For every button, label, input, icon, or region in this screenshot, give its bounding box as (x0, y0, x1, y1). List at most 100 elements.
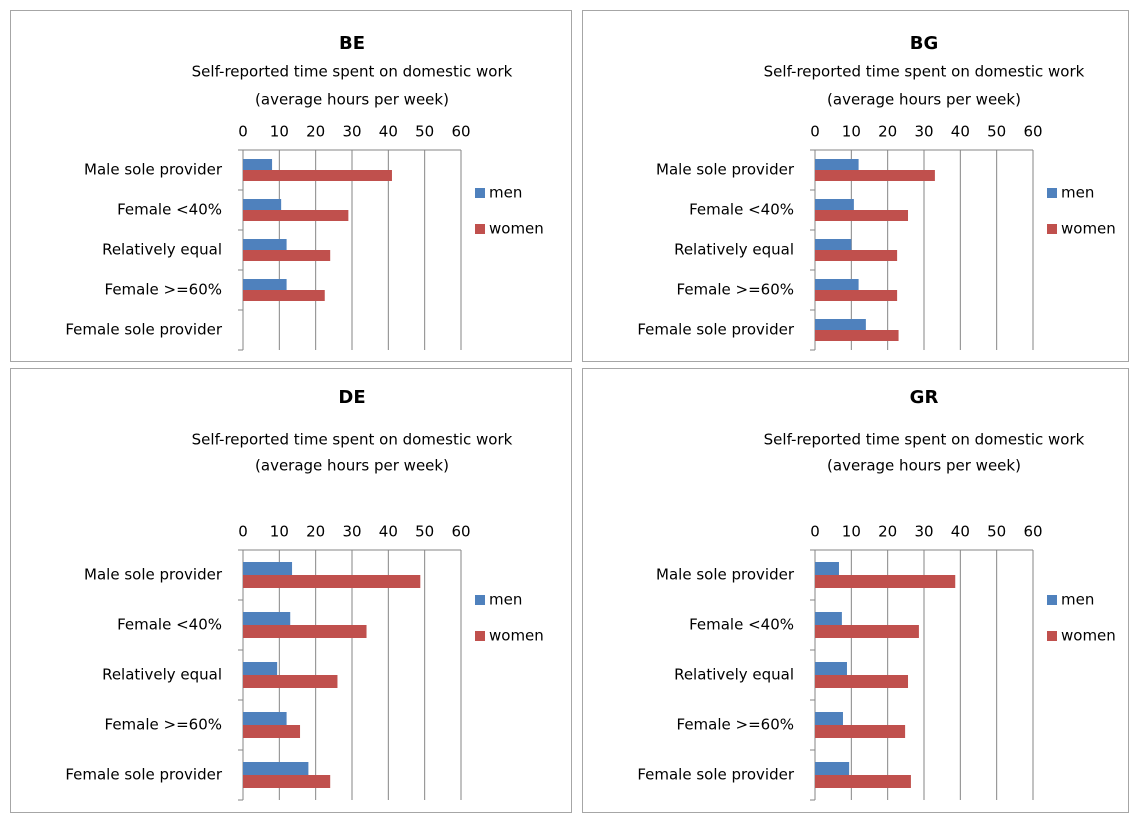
bar (815, 279, 859, 290)
y-tick-label: Relatively equal (102, 666, 222, 684)
x-tick-label: 40 (951, 123, 970, 141)
bar (243, 279, 287, 290)
x-tick-label: 50 (987, 123, 1006, 141)
bar (815, 712, 843, 725)
bar (243, 775, 331, 788)
bar (243, 612, 291, 625)
y-tick-label: Male sole provider (656, 566, 795, 584)
y-tick-label: Female <40% (117, 616, 222, 634)
panel-border (582, 368, 1129, 813)
legend-swatch (1047, 631, 1057, 641)
chart-subtitle: (average hours per week) (255, 457, 449, 475)
bar (815, 625, 919, 638)
legend-swatch (475, 631, 485, 641)
x-tick-label: 30 (914, 523, 933, 541)
x-tick-label: 40 (379, 523, 398, 541)
y-tick-label: Female <40% (689, 616, 794, 634)
legend-label: men (1061, 591, 1094, 609)
y-tick-label: Female >=60% (105, 281, 222, 299)
legend-label: women (489, 627, 544, 645)
y-tick-label: Female <40% (689, 201, 794, 219)
y-tick-label: Female >=60% (677, 716, 794, 734)
y-tick-label: Relatively equal (102, 241, 222, 259)
bar (815, 170, 935, 181)
bar (815, 199, 854, 210)
bar (243, 290, 325, 301)
bar (815, 725, 906, 738)
bar (815, 330, 899, 341)
chart-subtitle: (average hours per week) (827, 457, 1021, 475)
chart-subtitle: Self-reported time spent on domestic wor… (764, 63, 1085, 81)
bar (815, 775, 911, 788)
chart-subtitle: (average hours per week) (827, 91, 1021, 109)
bar (815, 290, 898, 301)
x-tick-label: 0 (238, 123, 248, 141)
legend-label: women (1061, 627, 1116, 645)
bar (243, 712, 287, 725)
bar (243, 762, 309, 775)
bar (243, 625, 367, 638)
y-tick-label: Relatively equal (674, 666, 794, 684)
x-tick-label: 50 (415, 123, 434, 141)
bar (815, 159, 859, 170)
x-tick-label: 40 (951, 523, 970, 541)
bar (243, 159, 273, 170)
bar (815, 562, 839, 575)
panel-border (582, 10, 1129, 362)
x-tick-label: 10 (842, 123, 861, 141)
x-tick-label: 30 (342, 123, 361, 141)
chart-title: BE (339, 33, 365, 54)
x-tick-label: 60 (451, 523, 470, 541)
legend-swatch (475, 595, 485, 605)
legend-swatch (1047, 224, 1057, 234)
y-tick-label: Female sole provider (65, 766, 222, 784)
bar (815, 675, 909, 688)
bar (815, 575, 956, 588)
chart-panel: DE Self-reported time spent on domestic w… (10, 368, 572, 813)
legend-swatch (475, 224, 485, 234)
bar (815, 239, 852, 250)
legend-label: women (489, 220, 544, 238)
legend-swatch (1047, 595, 1057, 605)
bar (815, 662, 847, 675)
bar (243, 575, 421, 588)
bar (243, 170, 392, 181)
y-tick-label: Female sole provider (637, 321, 794, 339)
y-tick-label: Female >=60% (105, 716, 222, 734)
y-tick-label: Relatively equal (674, 241, 794, 259)
bar (243, 250, 331, 261)
chart-title: DE (338, 387, 365, 408)
bar (815, 762, 850, 775)
x-tick-label: 0 (810, 123, 820, 141)
chart-panel: BG Self-reported time spent on domestic w… (582, 10, 1129, 362)
chart-title: BG (910, 33, 939, 54)
legend-label: men (489, 591, 522, 609)
x-tick-label: 10 (270, 523, 289, 541)
x-tick-label: 20 (878, 123, 897, 141)
bar (243, 675, 338, 688)
x-tick-label: 0 (238, 523, 248, 541)
y-tick-label: Male sole provider (84, 161, 223, 179)
y-tick-label: Female sole provider (65, 321, 222, 339)
y-tick-label: Female >=60% (677, 281, 794, 299)
x-tick-label: 10 (270, 123, 289, 141)
bar (815, 319, 866, 330)
bar (243, 725, 301, 738)
x-tick-label: 20 (306, 523, 325, 541)
x-tick-label: 0 (810, 523, 820, 541)
legend-label: men (489, 184, 522, 202)
y-tick-label: Male sole provider (84, 566, 223, 584)
chart-subtitle: Self-reported time spent on domestic wor… (764, 431, 1085, 449)
x-tick-label: 40 (379, 123, 398, 141)
y-tick-label: Female <40% (117, 201, 222, 219)
bar (243, 210, 349, 221)
chart-panel: GR Self-reported time spent on domestic w… (582, 368, 1129, 813)
bar (815, 210, 909, 221)
x-tick-label: 50 (987, 523, 1006, 541)
bar (815, 250, 898, 261)
bar (243, 662, 278, 675)
chart-title: GR (910, 387, 939, 408)
bar (815, 612, 842, 625)
x-tick-label: 30 (342, 523, 361, 541)
